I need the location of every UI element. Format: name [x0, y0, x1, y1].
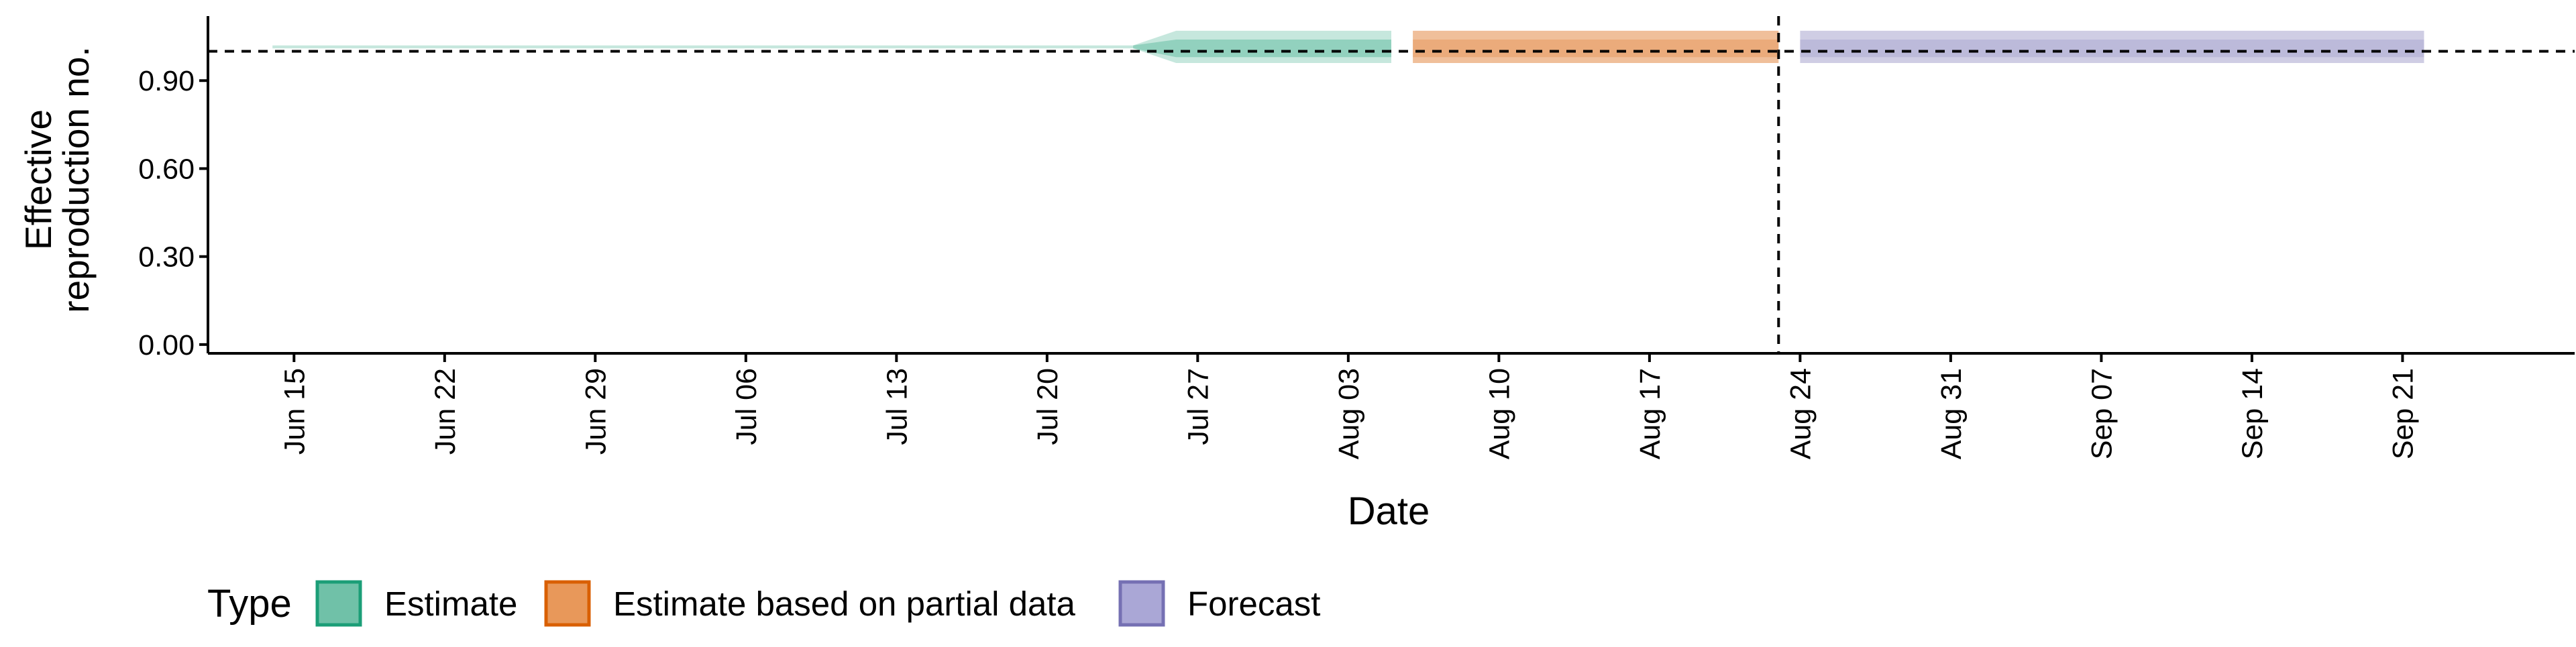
series-forecast: [1800, 30, 2424, 63]
x-tick-label: Aug 17: [1634, 368, 1666, 459]
x-tick-label: Jun 22: [429, 368, 462, 455]
y-tick-label: 0.00: [138, 329, 195, 361]
y-axis-title-line-2: reproduction no.: [55, 46, 97, 313]
x-tick-label: Sep 14: [2237, 368, 2269, 459]
legend-item-forecast: Forecast: [1118, 580, 1320, 627]
x-tick-label: Aug 10: [1483, 368, 1515, 459]
y-axis-title-line-1: Effective: [17, 109, 59, 250]
y-tick-label: 0.60: [138, 153, 195, 185]
band-estimate-based-on-partial-data-1: [1413, 30, 1779, 63]
axes: 0.00 0.30 0.60 0.90 Jun 15 Jun 22 Jun 29 Jul 06…: [138, 16, 2575, 459]
band-estimate-1: [272, 30, 1392, 63]
plot-panel: 0.00 0.30 0.60 0.90 Jun 15 Jun 22 Jun 29 Jul 06…: [138, 16, 2575, 459]
band-estimate-based-on-partial-data-2: [1413, 40, 1779, 58]
legend-key-estimate-based-on-partial-data: [544, 580, 591, 627]
x-tick-label: Jun 29: [580, 368, 612, 455]
series-estimate: [272, 30, 1392, 63]
y-tick-label: 0.30: [138, 241, 195, 274]
x-tick-label: Sep 21: [2387, 368, 2419, 459]
legend-item-estimate-based-on-partial-data: Estimate based on partial data: [544, 580, 1076, 627]
y-tick-label: 0.90: [138, 65, 195, 97]
legend: Type Estimate Estimate based on partial d…: [207, 580, 1320, 627]
reference-lines: [208, 16, 2575, 353]
band-forecast-1: [1800, 30, 2424, 63]
x-tick-label: Jul 20: [1032, 368, 1064, 445]
legend-item-estimate: Estimate: [315, 580, 517, 627]
x-tick-label: Aug 03: [1333, 368, 1365, 459]
legend-label-estimate-based-on-partial-data: Estimate based on partial data: [613, 585, 1076, 623]
x-tick-label: Aug 24: [1784, 368, 1817, 459]
x-axis-title: Date: [1348, 489, 1430, 533]
x-tick-label: Aug 31: [1935, 368, 1968, 459]
legend-key-estimate: [315, 580, 362, 627]
legend-entries: Estimate Estimate based on partial data Fo…: [315, 580, 1320, 627]
x-tick-label: Jul 13: [881, 368, 913, 445]
x-tick-label: Jul 06: [731, 368, 763, 445]
x-tick-label: Sep 07: [2086, 368, 2118, 459]
y-axis-title: Effective reproduction no.: [17, 46, 97, 313]
legend-label-forecast: Forecast: [1187, 585, 1320, 623]
band-estimate-2: [1133, 40, 1391, 58]
legend-title: Type: [207, 582, 292, 626]
legend-label-estimate: Estimate: [384, 585, 517, 623]
series-estimate-based-on-partial-data: [1413, 30, 1779, 63]
bands-layer: [272, 30, 2424, 63]
band-forecast-2: [1800, 40, 2424, 58]
legend-key-forecast: [1118, 580, 1165, 627]
x-tick-label: Jul 27: [1182, 368, 1214, 445]
x-tick-label: Jun 15: [278, 368, 311, 455]
